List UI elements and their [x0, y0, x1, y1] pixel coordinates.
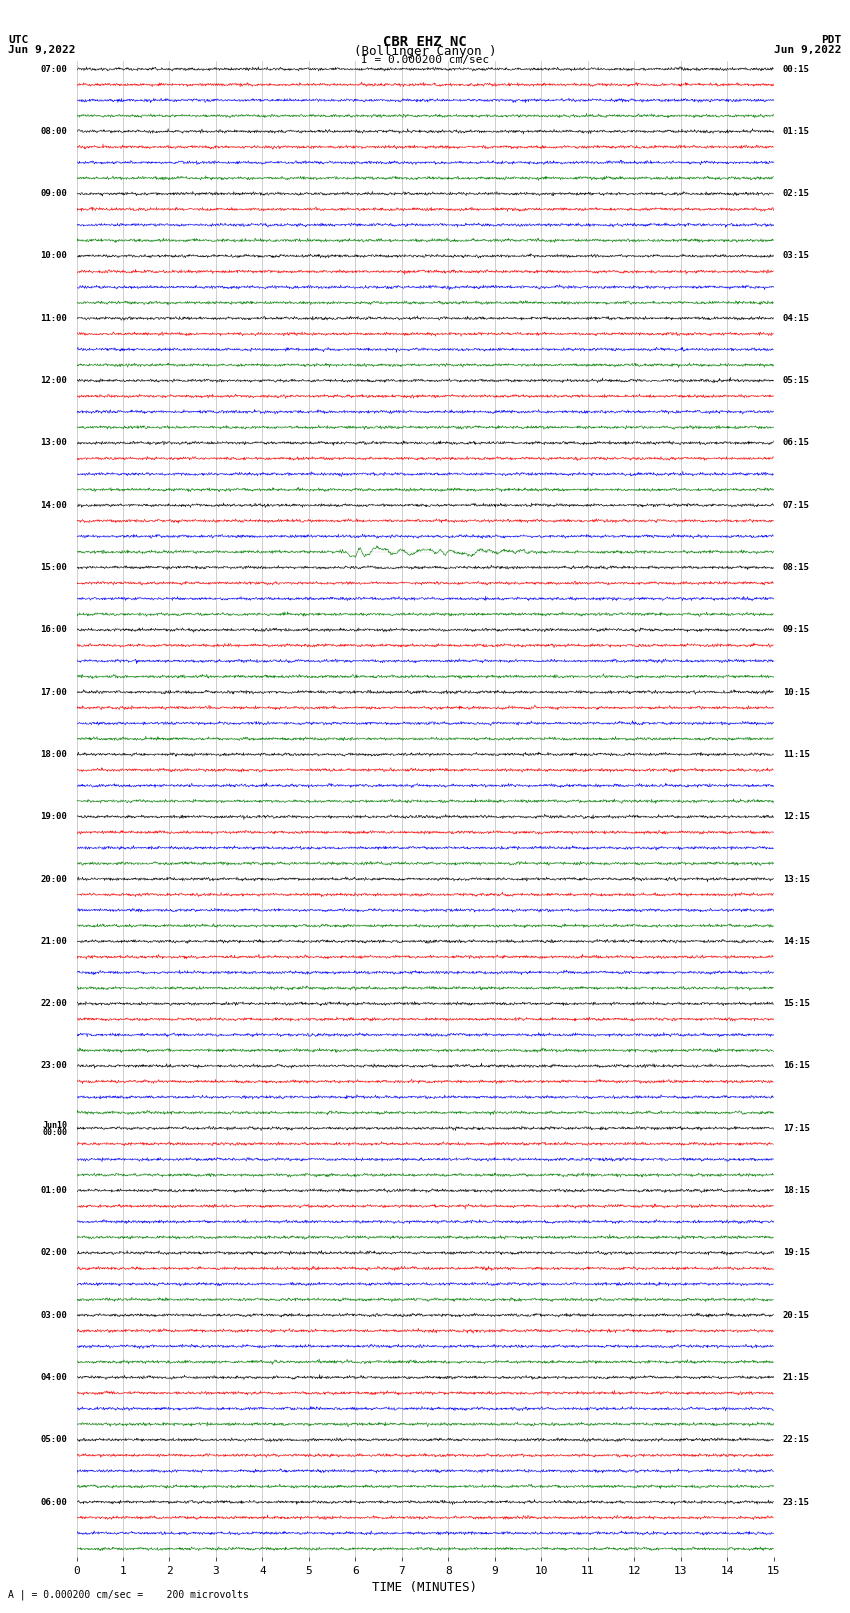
Text: I = 0.000200 cm/sec: I = 0.000200 cm/sec [361, 55, 489, 65]
Text: 23:00: 23:00 [40, 1061, 67, 1071]
Text: 02:00: 02:00 [40, 1248, 67, 1257]
Text: 14:15: 14:15 [783, 937, 810, 945]
Text: 22:00: 22:00 [40, 998, 67, 1008]
Text: 07:00: 07:00 [40, 65, 67, 74]
Text: 18:00: 18:00 [40, 750, 67, 758]
Text: Jun 9,2022: Jun 9,2022 [774, 45, 842, 55]
Text: 08:15: 08:15 [783, 563, 810, 573]
Text: 09:15: 09:15 [783, 626, 810, 634]
Text: 21:15: 21:15 [783, 1373, 810, 1382]
Text: 11:00: 11:00 [40, 315, 67, 323]
Text: 20:00: 20:00 [40, 874, 67, 884]
Text: 16:15: 16:15 [783, 1061, 810, 1071]
Text: 14:00: 14:00 [40, 500, 67, 510]
Text: 07:15: 07:15 [783, 500, 810, 510]
Text: 10:15: 10:15 [783, 687, 810, 697]
Text: 12:15: 12:15 [783, 813, 810, 821]
Text: PDT: PDT [821, 35, 842, 45]
Text: 08:00: 08:00 [40, 127, 67, 135]
Text: 15:00: 15:00 [40, 563, 67, 573]
Text: 04:15: 04:15 [783, 315, 810, 323]
Text: 00:15: 00:15 [783, 65, 810, 74]
Text: 06:15: 06:15 [783, 439, 810, 447]
Text: 03:15: 03:15 [783, 252, 810, 260]
Text: 22:15: 22:15 [783, 1436, 810, 1444]
Text: 10:00: 10:00 [40, 252, 67, 260]
Text: 04:00: 04:00 [40, 1373, 67, 1382]
Text: 11:15: 11:15 [783, 750, 810, 758]
Text: Jun10: Jun10 [42, 1121, 67, 1131]
Text: 12:00: 12:00 [40, 376, 67, 386]
Text: 19:00: 19:00 [40, 813, 67, 821]
Text: 23:15: 23:15 [783, 1497, 810, 1507]
Text: UTC: UTC [8, 35, 29, 45]
Text: 03:00: 03:00 [40, 1311, 67, 1319]
Text: 21:00: 21:00 [40, 937, 67, 945]
Text: Jun 9,2022: Jun 9,2022 [8, 45, 76, 55]
Text: 17:00: 17:00 [40, 687, 67, 697]
Text: 02:15: 02:15 [783, 189, 810, 198]
Text: 17:15: 17:15 [783, 1124, 810, 1132]
Text: CBR EHZ NC: CBR EHZ NC [383, 35, 467, 50]
Text: 13:15: 13:15 [783, 874, 810, 884]
X-axis label: TIME (MINUTES): TIME (MINUTES) [372, 1581, 478, 1594]
Text: 05:15: 05:15 [783, 376, 810, 386]
Text: 01:00: 01:00 [40, 1186, 67, 1195]
Text: 05:00: 05:00 [40, 1436, 67, 1444]
Text: 19:15: 19:15 [783, 1248, 810, 1257]
Text: A | = 0.000200 cm/sec =    200 microvolts: A | = 0.000200 cm/sec = 200 microvolts [8, 1589, 249, 1600]
Text: (Bollinger Canyon ): (Bollinger Canyon ) [354, 45, 496, 58]
Text: 09:00: 09:00 [40, 189, 67, 198]
Text: 18:15: 18:15 [783, 1186, 810, 1195]
Text: 00:00: 00:00 [42, 1127, 67, 1137]
Text: 20:15: 20:15 [783, 1311, 810, 1319]
Text: 16:00: 16:00 [40, 626, 67, 634]
Text: 15:15: 15:15 [783, 998, 810, 1008]
Text: 13:00: 13:00 [40, 439, 67, 447]
Text: 01:15: 01:15 [783, 127, 810, 135]
Text: 06:00: 06:00 [40, 1497, 67, 1507]
